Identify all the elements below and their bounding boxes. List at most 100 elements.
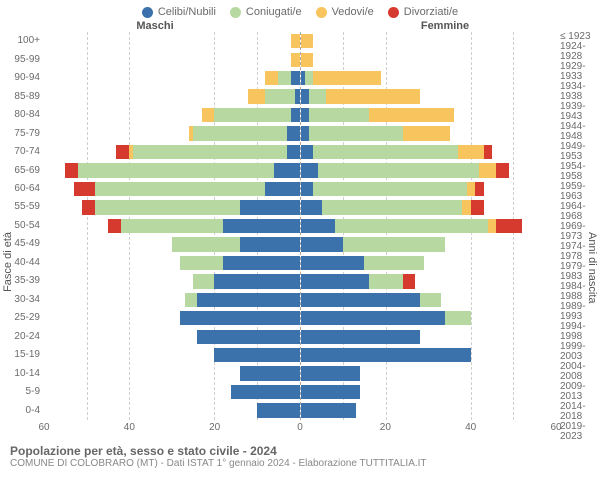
bar-segment bbox=[496, 219, 522, 233]
chart-subtitle: COMUNE DI COLOBRARO (MT) - Dati ISTAT 1°… bbox=[0, 458, 600, 469]
bar-segment bbox=[265, 182, 299, 196]
x-tick: 20 bbox=[209, 422, 220, 433]
legend-swatch bbox=[388, 7, 399, 18]
bar-segment bbox=[240, 200, 300, 214]
bar-segment bbox=[193, 274, 214, 288]
bar-segment bbox=[301, 53, 314, 67]
birth-label: 1954-1958 bbox=[560, 162, 600, 182]
birth-label: 1944-1948 bbox=[560, 122, 600, 142]
birth-label: 1934-1938 bbox=[560, 82, 600, 102]
bar-segment bbox=[301, 330, 420, 344]
bar-segment bbox=[265, 89, 295, 103]
bar-segment bbox=[403, 126, 450, 140]
legend-item: Celibi/Nubili bbox=[142, 6, 216, 18]
age-label: 90-94 bbox=[0, 69, 40, 87]
birth-label: 1959-1963 bbox=[560, 182, 600, 202]
x-tick: 60 bbox=[38, 422, 49, 433]
bar-segment bbox=[223, 219, 300, 233]
bar-segment bbox=[295, 89, 299, 103]
bar-segment bbox=[257, 403, 300, 417]
pyramid-row-female bbox=[301, 291, 557, 309]
pyramid-row-female bbox=[301, 32, 557, 50]
age-label: 5-9 bbox=[0, 383, 40, 401]
legend-swatch bbox=[316, 7, 327, 18]
pyramid-row-female bbox=[301, 364, 557, 382]
age-label: 55-59 bbox=[0, 198, 40, 216]
age-label: 30-34 bbox=[0, 291, 40, 309]
pyramid-row-male bbox=[44, 32, 300, 50]
pyramid-row-female bbox=[301, 50, 557, 68]
bar-segment bbox=[214, 108, 291, 122]
age-label: 20-24 bbox=[0, 328, 40, 346]
pyramid-row-female bbox=[301, 161, 557, 179]
bar-segment bbox=[172, 237, 240, 251]
age-label: 45-49 bbox=[0, 235, 40, 253]
age-label: 70-74 bbox=[0, 143, 40, 161]
legend-swatch bbox=[142, 7, 153, 18]
age-label: 60-64 bbox=[0, 180, 40, 198]
bar-segment bbox=[240, 366, 300, 380]
bar-segment bbox=[313, 71, 381, 85]
birth-label: 1994-1998 bbox=[560, 322, 600, 342]
birth-label: 1974-1978 bbox=[560, 242, 600, 262]
bar-segment bbox=[185, 293, 198, 307]
bar-segment bbox=[214, 348, 299, 362]
bar-segment bbox=[287, 126, 300, 140]
birth-label: 1984-1988 bbox=[560, 282, 600, 302]
bar-segment bbox=[488, 219, 497, 233]
pyramid-row-female bbox=[301, 198, 557, 216]
bar-segment bbox=[369, 108, 454, 122]
pyramid-row-male bbox=[44, 328, 300, 346]
bar-segment bbox=[301, 182, 314, 196]
birth-label: 1949-1953 bbox=[560, 142, 600, 162]
bar-segment bbox=[193, 126, 287, 140]
pyramid-row-male bbox=[44, 143, 300, 161]
age-label: 0-4 bbox=[0, 401, 40, 419]
x-tick: 20 bbox=[380, 422, 391, 433]
legend-label: Coniugati/e bbox=[246, 6, 302, 18]
age-label: 75-79 bbox=[0, 124, 40, 142]
bar-segment bbox=[214, 274, 299, 288]
legend-swatch bbox=[230, 7, 241, 18]
bar-segment bbox=[278, 71, 291, 85]
bar-segment bbox=[309, 108, 369, 122]
bar-segment bbox=[471, 200, 484, 214]
pyramid-row-female bbox=[301, 180, 557, 198]
pyramid-row-female bbox=[301, 401, 557, 419]
pyramid-row-female bbox=[301, 124, 557, 142]
bar-segment bbox=[301, 34, 314, 48]
pyramid-row-male bbox=[44, 106, 300, 124]
pyramid-row-male bbox=[44, 383, 300, 401]
bar-segment bbox=[121, 219, 223, 233]
bar-segment bbox=[301, 348, 471, 362]
legend-label: Celibi/Nubili bbox=[158, 6, 216, 18]
birth-label: 1939-1943 bbox=[560, 102, 600, 122]
bar-segment bbox=[326, 89, 420, 103]
header-male: Maschi bbox=[0, 20, 260, 32]
birth-label: 2019-2023 bbox=[560, 422, 600, 442]
bar-segment bbox=[78, 163, 274, 177]
bar-segment bbox=[240, 237, 300, 251]
pyramid-row-female bbox=[301, 69, 557, 87]
bar-segment bbox=[467, 182, 476, 196]
pyramid-row-male bbox=[44, 69, 300, 87]
birth-label: 2004-2008 bbox=[560, 362, 600, 382]
age-label: 65-69 bbox=[0, 161, 40, 179]
bar-segment bbox=[335, 219, 488, 233]
gender-headers: Maschi Femmine bbox=[0, 20, 600, 32]
x-tick: 0 bbox=[297, 422, 303, 433]
age-label: 35-39 bbox=[0, 272, 40, 290]
pyramid-row-female bbox=[301, 383, 557, 401]
bar-segment bbox=[322, 200, 463, 214]
birth-labels: ≤ 19231924-19281929-19331934-19381939-19… bbox=[556, 32, 600, 420]
birth-label: 1979-1983 bbox=[560, 262, 600, 282]
birth-label: 2009-2013 bbox=[560, 382, 600, 402]
legend-item: Divorziati/e bbox=[388, 6, 458, 18]
bar-segment bbox=[462, 200, 471, 214]
x-tick: 40 bbox=[124, 422, 135, 433]
legend-item: Vedovi/e bbox=[316, 6, 374, 18]
bar-segment bbox=[248, 89, 265, 103]
bar-segment bbox=[202, 108, 215, 122]
pyramid-row-male bbox=[44, 124, 300, 142]
pyramid-row-female bbox=[301, 254, 557, 272]
